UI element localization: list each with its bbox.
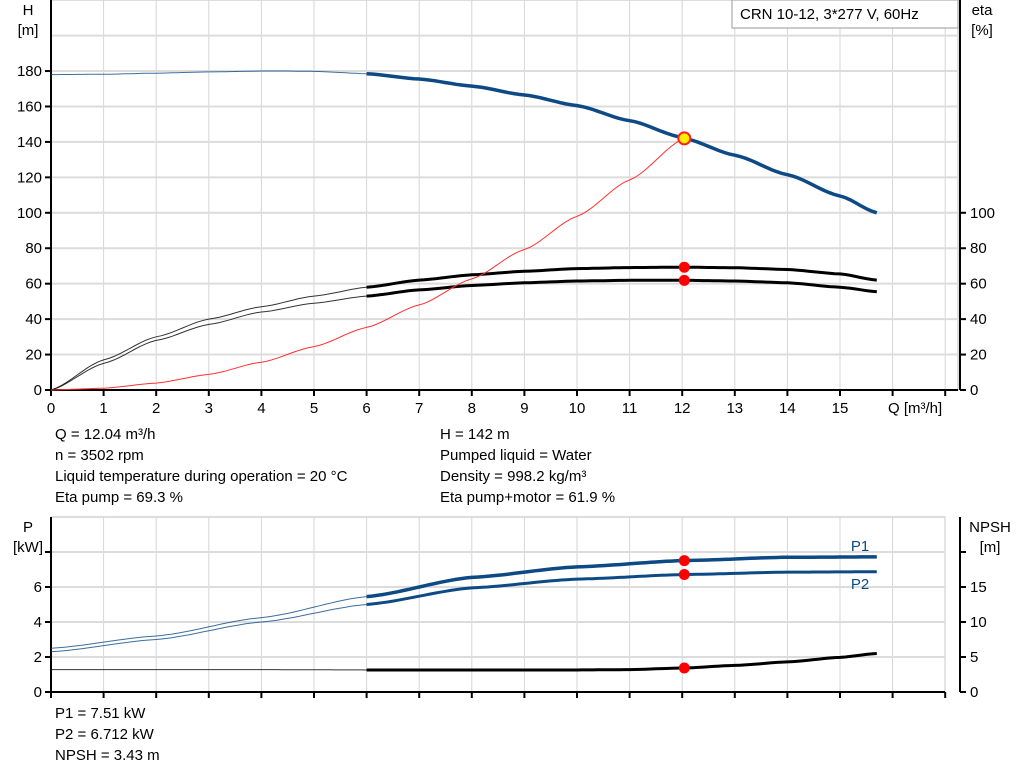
bottom-y-tick-label: 0 [34,684,42,701]
series-label-P1: P1 [851,538,869,555]
operating-point-eta_pump [678,261,690,273]
top-y2-tick-label: 60 [970,276,987,293]
top-y2-label: eta [972,2,994,19]
top-y-tick-label: 80 [25,240,42,257]
operating-point-H [677,131,692,146]
series-system_curve [50,137,685,391]
operating-point-P2 [678,569,690,581]
top-x-tick-label: 4 [257,400,265,417]
bottom-y-tick-label: 6 [34,579,42,596]
top-y-tick-label: 20 [25,347,42,364]
info-top-right: H = 142 m Pumped liquid = Water Density … [440,424,615,508]
top-y-tick-label: 60 [25,276,42,293]
series-H [366,71,878,215]
top-y2-tick-label: 40 [970,311,987,328]
top-y2-unit-label: [%] [971,22,993,39]
series-H-extended [51,70,367,76]
top-x-tick-label: 14 [779,400,796,417]
top-y2-tick-label: 100 [970,205,995,222]
series-eta_pump_motor-extended [50,295,367,391]
info-temperature: Liquid temperature during operation = 20… [55,468,348,485]
top-y-tick-label: 0 [34,382,42,399]
info-liquid: Pumped liquid = Water [440,447,592,464]
top-y-tick-label: 140 [17,134,42,151]
series-P2 [366,570,877,606]
top-x-tick-label: 12 [674,400,691,417]
operating-point-P1 [678,555,690,567]
bottom-y-unit-label: [kW] [13,539,43,556]
top-x-tick-label: 1 [99,400,107,417]
top-x-tick-label: 9 [520,400,528,417]
top-x-tick-label: 3 [205,400,213,417]
top-plot-area [50,0,959,391]
operating-point-NPSH [678,662,690,674]
top-x-tick-label: 0 [47,400,55,417]
series-P2-extended [50,604,367,653]
series-eta_pump_motor [366,278,877,298]
info-bottom: P1 = 7.51 kW P2 = 6.712 kW NPSH = 3.43 m [55,703,160,766]
legend-box [731,0,959,29]
bottom-y2-tick-label: 0 [970,684,978,701]
top-x-tick-label: 5 [310,400,318,417]
top-x-tick-label: 7 [415,400,423,417]
top-x-tick-label: 8 [468,400,476,417]
info-top-left: Q = 12.04 m³/h n = 3502 rpm Liquid tempe… [55,424,347,508]
bottom-y2-tick-label: 10 [970,614,987,631]
top-y2-tick-label: 0 [970,382,978,399]
top-x-tick-label: 15 [832,400,849,417]
info-speed: n = 3502 rpm [55,447,144,464]
top-y-tick-label: 160 [17,98,42,115]
chart-title: CRN 10-12, 3*277 V, 60Hz [740,6,919,23]
bottom-y-tick-label: 4 [34,614,42,631]
operating-point-eta_pump_motor [678,274,690,286]
info-p1: P1 = 7.51 kW [55,705,146,722]
series-label-P2: P2 [851,576,869,593]
bottom-plot-area [50,516,946,693]
top-y-tick-label: 180 [17,63,42,80]
top-x-tick-label: 10 [569,400,586,417]
info-eta-pump-motor: Eta pump+motor = 61.9 % [440,489,616,506]
top-x-tick-label: 2 [152,400,160,417]
top-x-tick-label: 11 [622,400,638,417]
bottom-y2-tick-label: 15 [970,579,987,596]
series-eta_pump [366,265,877,289]
top-y-tick-label: 120 [17,169,42,186]
bottom-y-label: P [23,519,33,536]
top-y-tick-label: 100 [17,205,42,222]
top-y-tick-label: 40 [25,311,42,328]
info-density: Density = 998.2 kg/m³ [440,468,587,485]
top-y2-tick-label: 80 [970,240,987,257]
top-y-unit-label: [m] [18,22,39,39]
top-x-tick-label: 6 [362,400,370,417]
series-P1 [366,555,877,599]
bottom-y2-label: NPSH [969,519,1011,536]
bottom-y2-tick-label: 5 [970,649,978,666]
bottom-y2-unit-label: [m] [980,539,1001,556]
top-x-label: Q [m³/h] [888,400,942,417]
info-flow: Q = 12.04 m³/h [55,426,156,443]
info-eta-pump: Eta pump = 69.3 % [55,489,183,506]
series-eta_pump-extended [50,286,367,391]
top-x-tick-label: 13 [726,400,743,417]
bottom-y-tick-label: 2 [34,649,42,666]
series-NPSH [366,652,877,672]
info-p2: P2 = 6.712 kW [55,726,154,743]
top-y-label: H [23,2,34,19]
series-P1-extended [50,596,367,649]
info-npsh: NPSH = 3.43 m [55,747,160,764]
top-y2-tick-label: 20 [970,347,987,364]
info-head: H = 142 m [440,426,510,443]
